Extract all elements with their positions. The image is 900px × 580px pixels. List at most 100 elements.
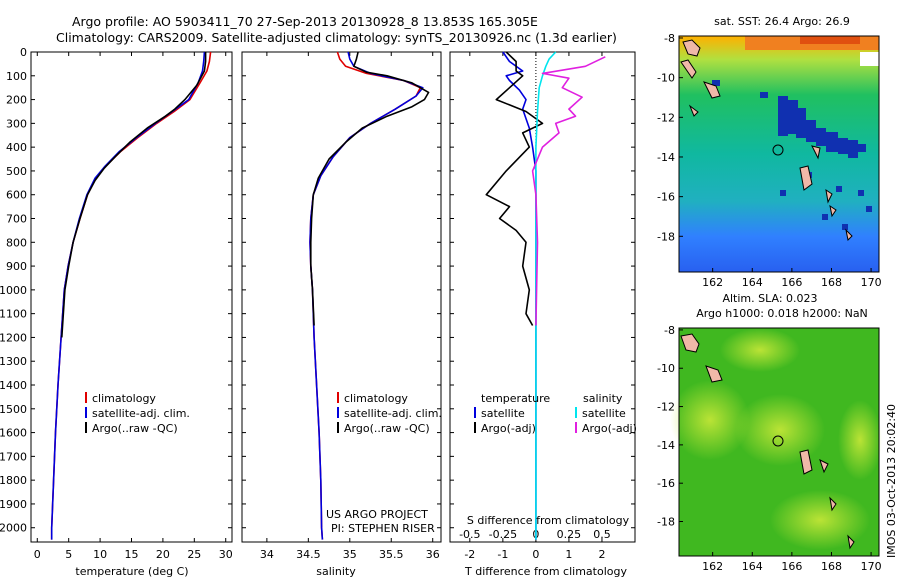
y-tick-label: 500 xyxy=(6,165,27,178)
map-x-tick-label: 166 xyxy=(781,276,802,289)
y-tick-label: 2000 xyxy=(0,522,27,535)
x-tick-label: 34.5 xyxy=(296,548,321,561)
s-tick-label: 0.5 xyxy=(593,528,611,541)
x-tick-label: 20 xyxy=(156,548,170,561)
difference-legend: temperature salinity satellite Argo(-adj… xyxy=(474,392,637,435)
x-tick-label: 30 xyxy=(219,548,233,561)
title-line-2: Climatology: CARS2009. Satellite-adjuste… xyxy=(56,30,617,45)
series-argo xyxy=(61,52,207,338)
y-tick-label: 1600 xyxy=(0,427,27,440)
y-tick-label: 600 xyxy=(6,189,27,202)
sla-map-title-2: Argo h1000: 0.018 h2000: NaN xyxy=(696,307,868,320)
y-tick-label: 0 xyxy=(20,46,27,59)
map-x-tick-label: 168 xyxy=(821,560,842,573)
y-tick-label: 100 xyxy=(6,70,27,83)
series-t-satellite xyxy=(502,51,537,540)
sst-map-title: sat. SST: 26.4 Argo: 26.9 xyxy=(714,15,850,28)
x-tick-label: 35 xyxy=(343,548,357,561)
y-tick-label: 800 xyxy=(6,236,27,249)
map-y-tick-label: -10 xyxy=(657,362,675,375)
map-x-tick-label: 170 xyxy=(861,276,882,289)
imos-timestamp: IMOS 03-Oct-2013 20:02:40 xyxy=(885,404,898,558)
x-tick-label: -2 xyxy=(464,548,475,561)
legend-satellite: satellite-adj. clim. xyxy=(344,407,442,420)
x-tick-label: 1 xyxy=(565,548,572,561)
map-y-tick-label: -18 xyxy=(657,516,675,529)
argo-position-marker xyxy=(772,144,784,156)
y-tick-label: 1900 xyxy=(0,498,27,511)
map-y-tick-label: -8 xyxy=(664,32,675,45)
x-tick-label: -1 xyxy=(497,548,508,561)
map-x-tick-label: 164 xyxy=(742,276,763,289)
argo-position-marker-sla xyxy=(772,435,784,447)
legend-argo: Argo(..raw -QC) xyxy=(344,422,430,435)
sst-cold-band xyxy=(712,80,872,230)
y-tick-label: 1300 xyxy=(0,355,27,368)
sst-warm-patch xyxy=(745,36,879,66)
legend-t-argo: Argo(-adj) xyxy=(481,422,536,435)
series-s-satellite xyxy=(535,51,557,540)
y-tick-label: 300 xyxy=(6,117,27,130)
legend-climatology: climatology xyxy=(92,392,156,405)
y-tick-label: 1200 xyxy=(0,331,27,344)
map-x-tick-label: 168 xyxy=(821,276,842,289)
y-tick-label: 1500 xyxy=(0,403,27,416)
map-x-tick-label: 162 xyxy=(702,276,723,289)
map-y-tick-label: -12 xyxy=(657,401,675,414)
t-difference-xlabel: T difference from climatology xyxy=(464,565,627,578)
s-tick-label: -0.5 xyxy=(459,528,480,541)
y-tick-label: 1400 xyxy=(0,379,27,392)
x-tick-label: 35.5 xyxy=(379,548,404,561)
salinity-panel xyxy=(241,51,442,543)
title-line-1: Argo profile: AO 5903411_70 27-Sep-2013 … xyxy=(72,14,538,29)
map-x-tick-label: 166 xyxy=(781,560,802,573)
map-y-tick-label: -14 xyxy=(657,151,675,164)
legend-t-satellite: satellite xyxy=(481,407,525,420)
x-tick-label: 10 xyxy=(93,548,107,561)
x-tick-label: 2 xyxy=(598,548,605,561)
x-tick-label: 15 xyxy=(125,548,139,561)
sla-land xyxy=(680,333,855,550)
series-satellite xyxy=(50,51,206,540)
map-y-tick-label: -16 xyxy=(657,191,675,204)
legend-s-argo: Argo(-adj) xyxy=(582,422,637,435)
series-argo xyxy=(310,51,430,326)
sst-land xyxy=(680,39,853,242)
temperature-legend: climatology satellite-adj. clim. Argo(..… xyxy=(85,392,190,435)
map-y-tick-label: -18 xyxy=(657,230,675,243)
salinity-xlabel: salinity xyxy=(316,565,356,578)
legend-satellite: satellite-adj. clim. xyxy=(92,407,190,420)
salinity-legend: climatology satellite-adj. clim. Argo(..… xyxy=(337,392,442,435)
x-tick-label: 0 xyxy=(532,548,539,561)
s-tick-label: -0.25 xyxy=(489,528,517,541)
pi-label: PI: STEPHEN RISER xyxy=(331,522,435,535)
x-tick-label: 34 xyxy=(260,548,274,561)
s-tick-label: 0.25 xyxy=(557,528,582,541)
y-tick-label: 1000 xyxy=(0,284,27,297)
temperature-xlabel: temperature (deg C) xyxy=(75,565,188,578)
y-tick-label: 200 xyxy=(6,94,27,107)
y-tick-label: 700 xyxy=(6,213,27,226)
difference-panel xyxy=(449,51,636,543)
temperature-panel xyxy=(30,51,233,543)
x-tick-label: 25 xyxy=(187,548,201,561)
map-y-tick-label: -10 xyxy=(657,72,675,85)
legend-argo: Argo(..raw -QC) xyxy=(92,422,178,435)
sla-map xyxy=(670,327,882,557)
map-y-tick-label: -8 xyxy=(664,324,675,337)
sla-map-title-1: Altim. SLA: 0.023 xyxy=(722,292,817,305)
x-tick-label: 5 xyxy=(65,548,72,561)
sst-map xyxy=(678,35,880,273)
map-y-tick-label: -14 xyxy=(657,439,675,452)
legend-s-satellite: satellite xyxy=(582,407,626,420)
x-tick-label: 36 xyxy=(426,548,440,561)
y-tick-label: 1800 xyxy=(0,474,27,487)
legend-heading-salinity: salinity xyxy=(583,392,623,405)
y-tick-label: 900 xyxy=(6,260,27,273)
y-tick-label: 400 xyxy=(6,141,27,154)
x-tick-label: 0 xyxy=(34,548,41,561)
s-difference-xlabel: S difference from climatology xyxy=(467,514,630,527)
map-x-tick-label: 162 xyxy=(702,560,723,573)
map-x-tick-label: 170 xyxy=(861,560,882,573)
